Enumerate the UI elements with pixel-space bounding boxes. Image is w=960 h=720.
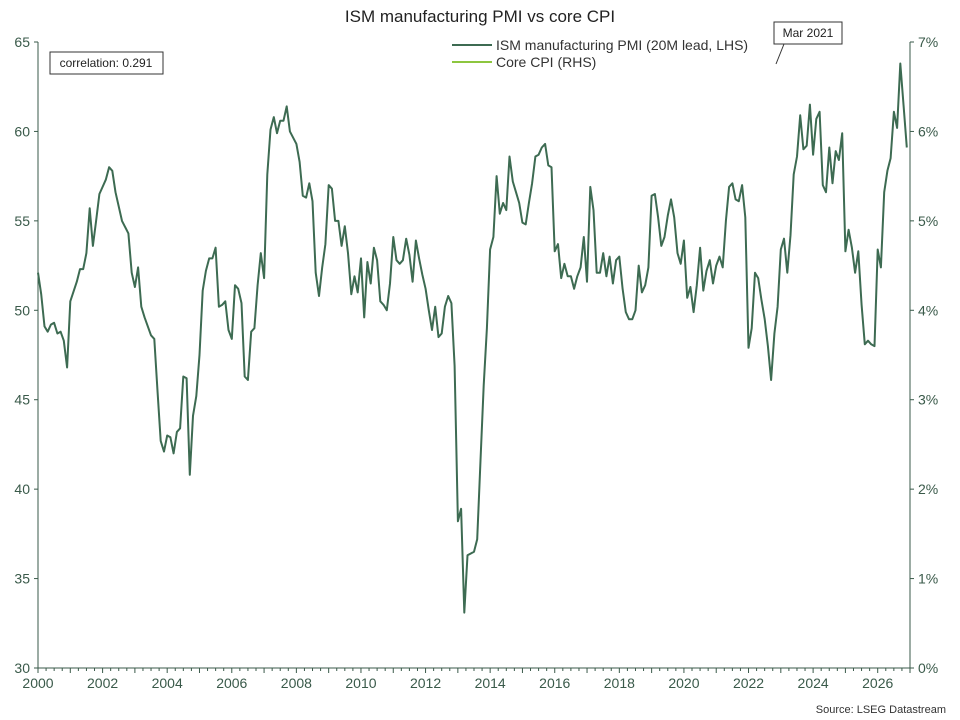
ism-pmi-line	[37, 62, 908, 614]
right-tick-label: 1%	[918, 571, 938, 587]
x-tick-label: 2022	[733, 675, 764, 691]
right-tick-label: 7%	[918, 34, 938, 50]
left-tick-label: 45	[14, 392, 30, 408]
right-tick-label: 4%	[918, 302, 938, 318]
legend: ISM manufacturing PMI (20M lead, LHS) Co…	[452, 37, 748, 70]
x-tick-label: 2006	[216, 675, 247, 691]
chart-title: ISM manufacturing PMI vs core CPI	[345, 7, 615, 26]
right-tick-label: 2%	[918, 481, 938, 497]
left-tick-label: 35	[14, 571, 30, 587]
x-tick-label: 2010	[345, 675, 376, 691]
correlation-box-frame	[49, 51, 164, 75]
x-tick-label: 2026	[862, 675, 893, 691]
right-tick-label: 0%	[918, 660, 938, 676]
left-tick-label: 40	[14, 481, 30, 497]
correlation-label: correlation: 0.291	[60, 56, 153, 70]
x-tick-label: 2000	[22, 675, 53, 691]
x-tick-label: 2018	[604, 675, 635, 691]
series-layer	[37, 62, 908, 614]
x-tick-label: 2014	[475, 675, 506, 691]
annotation-leader-line	[775, 43, 785, 65]
x-tick-label: 2004	[152, 675, 183, 691]
left-tick-label: 30	[14, 660, 30, 676]
annotation-label: Mar 2021	[783, 26, 834, 40]
left-tick-label: 55	[14, 213, 30, 229]
right-tick-label: 3%	[918, 392, 938, 408]
legend-label-cpi: Core CPI (RHS)	[496, 54, 596, 70]
x-tick-label: 2012	[410, 675, 441, 691]
right-tick-label: 6%	[918, 123, 938, 139]
left-tick-label: 65	[14, 34, 30, 50]
x-tick-label: 2002	[87, 675, 118, 691]
axes: 30 35 40 45 50 55 60 65 0% 1% 2% 3% 4% 5% 6% 7% 2000 2002…	[14, 34, 938, 691]
x-tick-label: 2024	[798, 675, 829, 691]
annotation-box	[773, 21, 843, 45]
x-tick-label: 2008	[281, 675, 312, 691]
left-tick-label: 50	[14, 302, 30, 318]
source-note: Source: LSEG Datastream	[816, 704, 946, 716]
correlation-box: correlation: 0.291	[49, 51, 164, 75]
annotation: Mar 2021	[773, 21, 843, 65]
right-tick-label: 5%	[918, 213, 938, 229]
legend-label-ism: ISM manufacturing PMI (20M lead, LHS)	[496, 37, 748, 53]
x-tick-label: 2020	[668, 675, 699, 691]
left-tick-label: 60	[14, 123, 30, 139]
x-tick-label: 2016	[539, 675, 570, 691]
